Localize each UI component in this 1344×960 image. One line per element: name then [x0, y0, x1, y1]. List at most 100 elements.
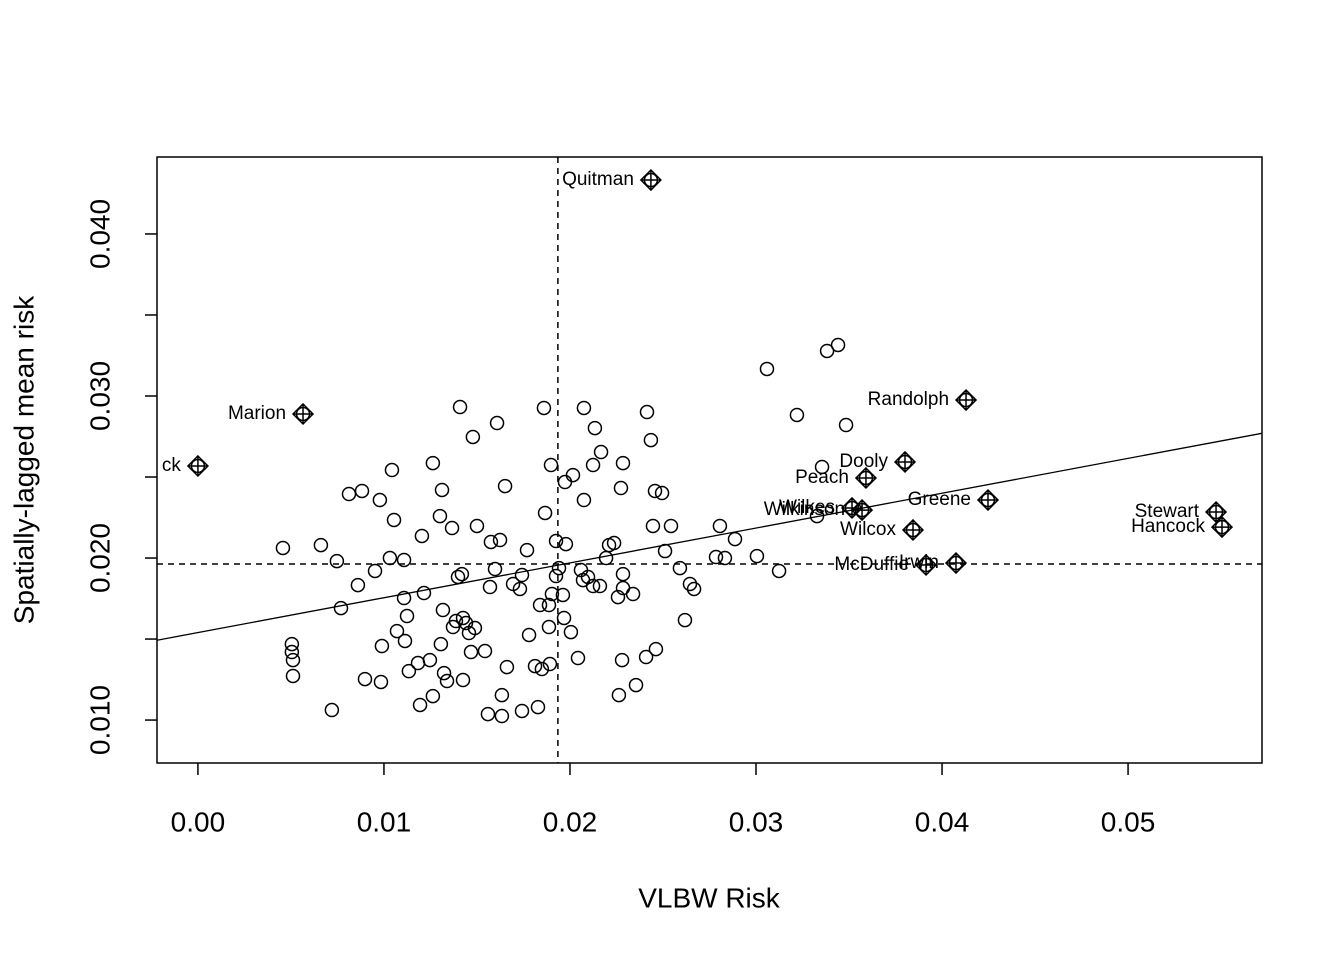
point — [606, 535, 622, 551]
point — [556, 610, 572, 626]
point — [284, 636, 300, 652]
point — [548, 533, 564, 549]
point — [414, 528, 430, 544]
point — [580, 569, 596, 585]
influential-point — [840, 496, 864, 520]
point-label: Peach — [795, 467, 849, 488]
influential-point — [944, 551, 968, 575]
point — [830, 337, 846, 353]
point — [647, 483, 663, 499]
point — [275, 540, 291, 556]
point — [610, 589, 626, 605]
y-tick-label: 0.030 — [84, 361, 115, 431]
point — [432, 508, 448, 524]
point — [521, 627, 537, 643]
point — [638, 649, 654, 665]
point — [548, 568, 564, 584]
point — [489, 415, 505, 431]
point — [543, 457, 559, 473]
point — [789, 407, 805, 423]
point — [386, 512, 402, 528]
point — [396, 590, 412, 606]
plot-frame — [156, 156, 1263, 764]
point — [399, 608, 415, 624]
point-label: Marion — [228, 403, 286, 424]
x-tick-label: 0.02 — [543, 806, 598, 837]
point — [350, 577, 366, 593]
point — [313, 537, 329, 553]
point — [576, 492, 592, 508]
influential-point — [291, 402, 315, 426]
point — [497, 478, 513, 494]
point-label: ck — [162, 455, 182, 476]
point — [819, 343, 835, 359]
point — [416, 585, 432, 601]
point-label: Hancock — [1131, 516, 1205, 537]
point — [576, 400, 592, 416]
point — [465, 429, 481, 445]
point — [367, 563, 383, 579]
point — [401, 663, 417, 679]
point — [555, 587, 571, 603]
y-tick-label: 0.040 — [84, 199, 115, 269]
axes: 0.00 0.01 0.02 0.03 0.04 0.05 0.010 0.020 0.030 0… — [84, 199, 1155, 837]
y-tick-label: 0.010 — [84, 685, 115, 755]
point-label: Stewart — [1135, 501, 1200, 522]
point — [537, 505, 553, 521]
influential-point — [914, 553, 938, 577]
point — [450, 569, 466, 585]
point — [542, 656, 558, 672]
point — [333, 600, 349, 616]
x-tick-label: 0.05 — [1101, 806, 1156, 837]
point — [433, 636, 449, 652]
point — [397, 633, 413, 649]
point — [439, 673, 455, 689]
point-label: Wilkinson — [764, 499, 845, 520]
x-axis-label: VLBW Risk — [638, 882, 781, 913]
point — [527, 658, 543, 674]
x-tick-label: 0.01 — [357, 806, 412, 837]
point — [425, 455, 441, 471]
point — [814, 459, 830, 475]
point — [614, 652, 630, 668]
point — [492, 532, 508, 548]
point — [592, 578, 608, 594]
x-tick-label: 0.04 — [915, 806, 970, 837]
point — [499, 659, 515, 675]
point — [384, 462, 400, 478]
point — [563, 624, 579, 640]
point — [672, 560, 688, 576]
point — [512, 581, 528, 597]
y-tick-label: 0.020 — [84, 523, 115, 593]
point — [373, 674, 389, 690]
point — [759, 361, 775, 377]
point — [284, 644, 300, 660]
point — [677, 612, 693, 628]
point — [838, 417, 854, 433]
point — [551, 560, 567, 576]
point-label: Randolph — [868, 389, 949, 410]
point — [654, 485, 670, 501]
point — [534, 661, 550, 677]
point-label: Quitman — [562, 169, 634, 190]
point — [483, 534, 499, 550]
point — [544, 586, 560, 602]
point — [482, 579, 498, 595]
point — [389, 623, 405, 639]
point — [585, 578, 601, 594]
regression-line — [157, 432, 1262, 641]
point — [558, 536, 574, 552]
point — [514, 703, 530, 719]
point — [611, 687, 627, 703]
point — [628, 677, 644, 693]
point — [686, 581, 702, 597]
point — [324, 702, 340, 718]
point — [514, 567, 530, 583]
point — [645, 518, 661, 534]
point — [357, 671, 373, 687]
point — [422, 652, 438, 668]
point — [477, 643, 493, 659]
point — [727, 531, 743, 547]
